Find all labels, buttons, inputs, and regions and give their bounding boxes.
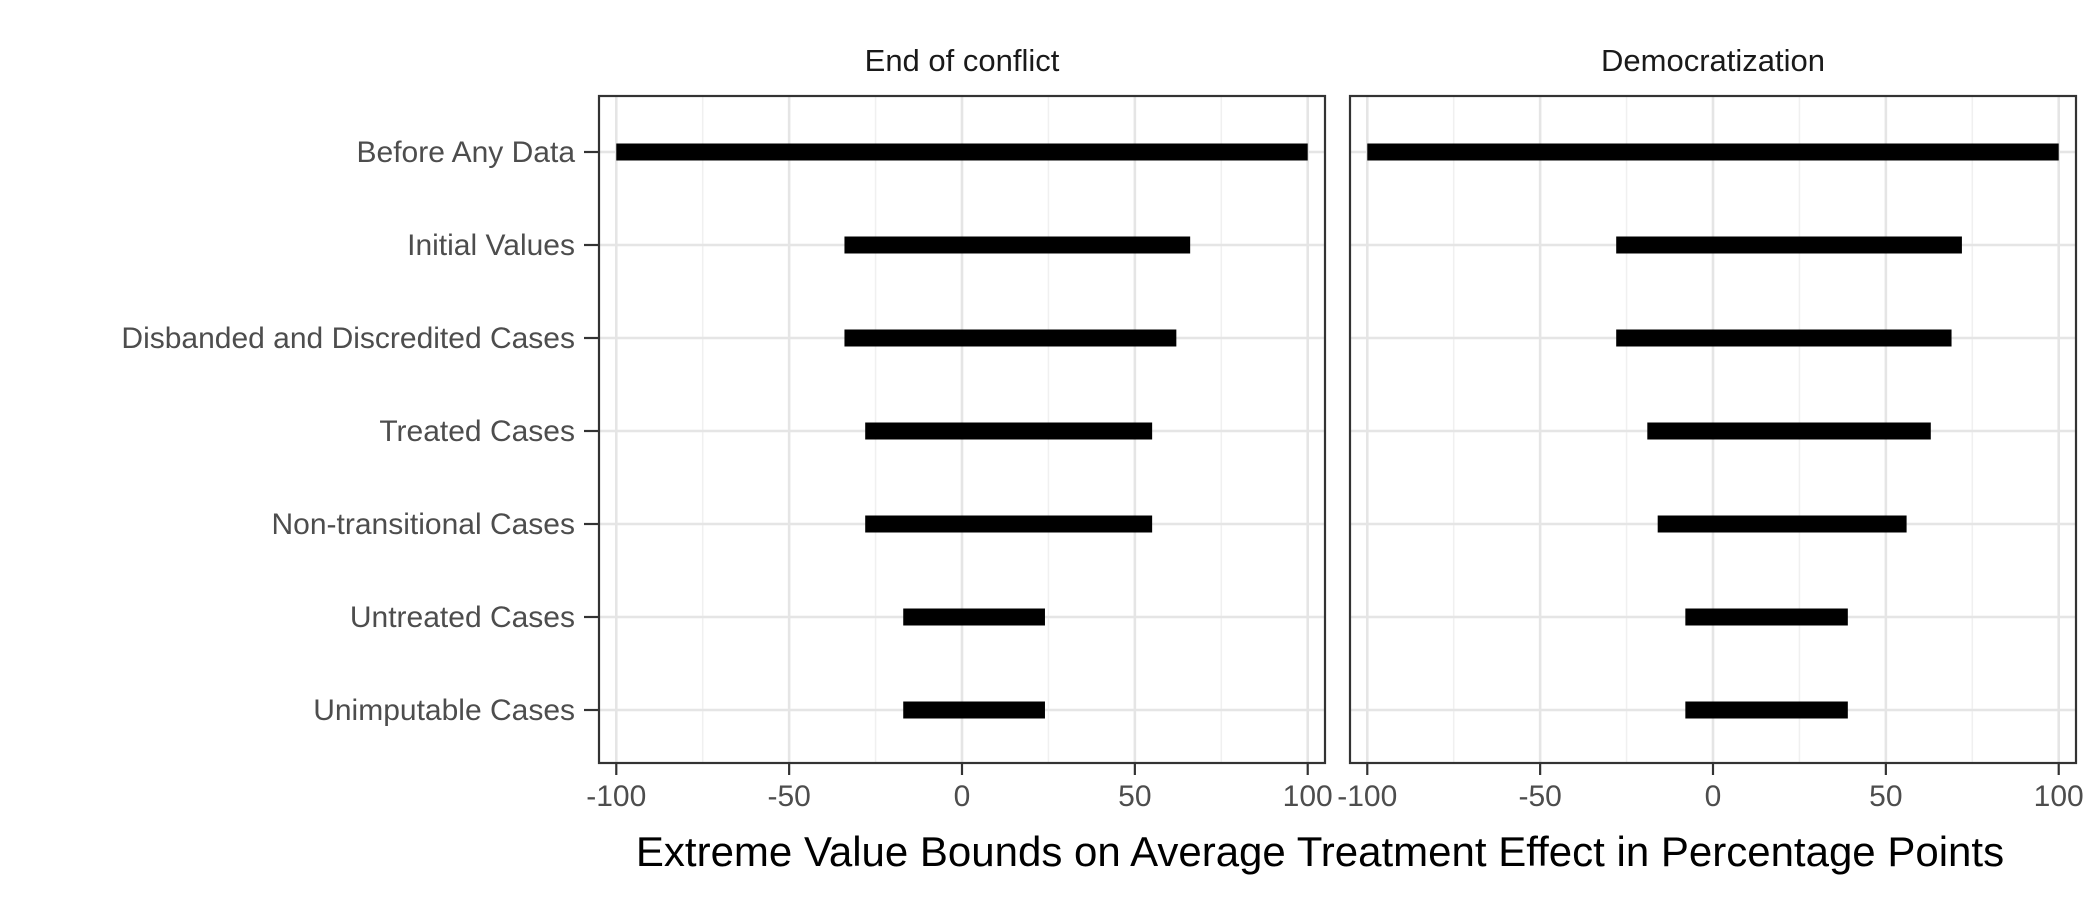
panel-title: Democratization	[1601, 43, 1825, 78]
panels: End of conflict-100 -50 0 50 100Democratizat…	[586, 43, 2083, 813]
x-tick-label: -50	[767, 780, 810, 813]
y-tick-label: Untreated Cases	[350, 601, 575, 634]
x-tick-label: -100	[1337, 780, 1397, 813]
y-tick-label: Non-transitional Cases	[272, 508, 575, 541]
panel: Democratization -100 -50 0 50 100	[1337, 43, 2083, 813]
x-tick-label: -100	[586, 780, 646, 813]
x-tick-label: 100	[2034, 780, 2084, 813]
y-tick-label: Treated Cases	[379, 415, 575, 448]
y-tick-label: Unimputable Cases	[313, 694, 575, 727]
y-tick-label: Disbanded and Discredited Cases	[121, 322, 575, 355]
x-tick-label: 0	[1705, 780, 1722, 813]
x-tick-label: -50	[1518, 780, 1561, 813]
y-axis-labels: Before Any Data Initial Values Disbanded a…	[121, 136, 599, 727]
x-tick-label: 0	[954, 780, 971, 813]
panel: End of conflict -100 -50 0 50 100	[586, 43, 1332, 813]
x-axis-title: Extreme Value Bounds on Average Treatmen…	[636, 828, 2004, 875]
y-tick-label: Before Any Data	[357, 136, 576, 169]
x-tick-label: 50	[1869, 780, 1902, 813]
panel-title: End of conflict	[865, 43, 1060, 78]
y-tick-label: Initial Values	[407, 229, 575, 262]
x-tick-label: 50	[1118, 780, 1151, 813]
x-tick-label: 100	[1283, 780, 1333, 813]
